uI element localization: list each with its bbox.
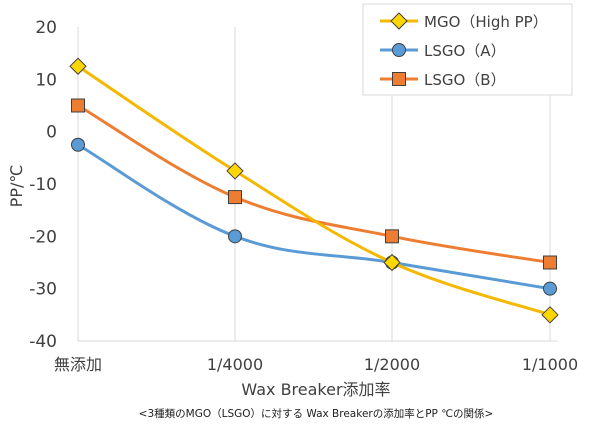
data-point-s0-1 (226, 162, 244, 180)
legend: MGO（High PP） LSGO（A） LSGO（B） (362, 3, 573, 96)
y-tick-labels: 20 10 0 -10 -20 -30 -40 (29, 18, 57, 352)
legend-label-2: LSGO（B） (424, 71, 506, 89)
data-point-s2-0 (71, 98, 85, 113)
legend-label-1: LSGO（A） (424, 42, 506, 60)
series-line-0 (76, 64, 552, 317)
data-point-s2-3 (543, 255, 557, 270)
x-axis-title: Wax Breaker添加率 (241, 380, 390, 399)
y-tick-label: -40 (29, 332, 57, 352)
data-point-s0-2 (383, 253, 401, 272)
series-line-2 (76, 104, 552, 264)
data-point-s0-0 (69, 57, 87, 75)
y-tick-label: -20 (29, 227, 57, 247)
y-tick-label: 10 (35, 70, 57, 90)
data-point-s2-2 (385, 229, 399, 244)
x-tick-label: 1/2000 (364, 355, 420, 374)
y-axis-title: PP/℃ (7, 165, 26, 208)
y-tick-label: -30 (29, 280, 57, 300)
x-tick-label: 1/1000 (522, 355, 578, 374)
legend-marker-2 (392, 72, 406, 86)
y-tick-label: 20 (35, 18, 57, 38)
x-tick-label: 1/4000 (207, 355, 263, 374)
data-point-s1-3 (543, 281, 557, 296)
legend-label-0: MGO（High PP） (424, 13, 548, 31)
data-point-s1-0 (71, 137, 85, 152)
y-tick-label: 0 (46, 123, 57, 143)
data-point-s0-3 (541, 306, 559, 324)
data-point-s2-1 (228, 190, 242, 205)
y-tick-label: -10 (29, 175, 57, 195)
data-point-s1-1 (228, 229, 242, 244)
series-group (69, 57, 559, 324)
legend-marker-0 (390, 12, 408, 30)
legend-marker-1 (392, 43, 406, 57)
chart-caption: <3種類のMGO（LSGO）に対する Wax Breakerの添加率とPP ℃の… (139, 407, 494, 420)
x-tick-labels: 無添加 1/4000 1/2000 1/1000 (54, 355, 578, 374)
x-tick-label: 無添加 (54, 355, 102, 374)
series-line-1 (76, 143, 552, 291)
